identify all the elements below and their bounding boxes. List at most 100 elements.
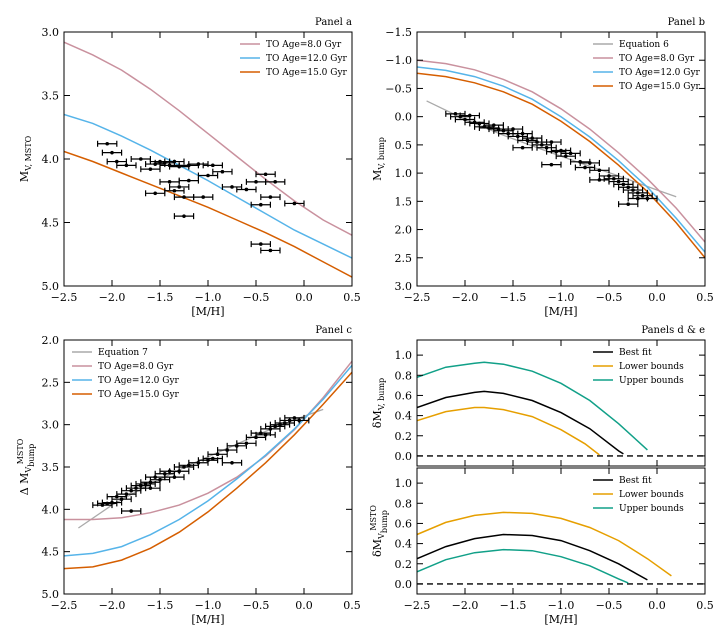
- panel-a-data-point: [212, 168, 233, 175]
- panel-b: −2.5 −2.0 −1.5 −1.0 −0.5 0.0 0.5 −1.5 −1.0 −0.5 0.…: [371, 17, 714, 318]
- panel-e-series-0-line: [417, 533, 648, 581]
- panel-c-data-point: [221, 459, 243, 466]
- panel-e-ytick-label: 1.0: [395, 477, 413, 490]
- panel-c-series-3-line: [64, 371, 352, 570]
- panel-a-data-point: [236, 186, 257, 193]
- panel-e-series-1-line: [417, 511, 672, 577]
- panel-c-data-point: [116, 491, 137, 498]
- panel-c-data-point: [140, 485, 161, 492]
- panel-c-xlabel: [M/H]: [191, 613, 224, 626]
- panel-b-data-point: [459, 112, 480, 119]
- panel-b-xtick-label: −0.5: [596, 291, 623, 304]
- panel-e-ytick-label: 0.2: [395, 558, 413, 571]
- panel-a-series-1-line: [64, 113, 352, 259]
- panel-b-data-point: [541, 139, 562, 146]
- panel-b-xtick-label: 0.5: [696, 291, 714, 304]
- panel-a-data-point: [169, 183, 190, 190]
- panel-c-data-point: [96, 500, 118, 507]
- panel-d-legend: Best fit Lower bounds Upper bounds: [593, 348, 684, 386]
- panel-c-title: Panel c: [315, 325, 352, 336]
- panel-a-ytick-label: 5.0: [42, 280, 60, 293]
- panel-b-ytick-label: 2.5: [395, 252, 413, 265]
- panel-c-xtick-label: 0.0: [295, 599, 313, 612]
- panel-a-data-point: [260, 247, 281, 254]
- panel-c-xtick-label: −1.0: [195, 599, 222, 612]
- panel-e-xtick-label: −2.5: [404, 599, 431, 612]
- panel-d-series-0-line: [417, 390, 624, 455]
- panel-e-legend-label: Best fit: [619, 476, 652, 486]
- panel-a-data-point: [164, 187, 185, 194]
- panel-e-legend-label: Upper bounds: [619, 504, 684, 514]
- panel-e-frame: [416, 467, 706, 595]
- panel-b-legend-label: TO Age=8.0 Gyr: [619, 54, 695, 64]
- panel-a-legend-label: TO Age=8.0 Gyr: [266, 40, 342, 50]
- panel-a-data-point: [130, 156, 151, 162]
- panel-a-data-point: [96, 140, 118, 147]
- panel-c-data-point: [207, 451, 228, 458]
- panel-a-data-point: [250, 241, 271, 248]
- panel-b-data-point: [622, 187, 644, 194]
- panel-c-ylabel: Δ MV MSTO bump: [16, 438, 36, 495]
- panel-c-legend: Equation 7 TO Age=8.0 Gyr TO Age=12.0 Gyr T…: [72, 348, 180, 400]
- panel-c-ytick-label: 4.5: [42, 546, 60, 559]
- panel-c-data-point: [265, 423, 286, 430]
- panel-b-xtick-label: −1.5: [500, 291, 527, 304]
- panel-e-series-2-line: [417, 548, 629, 584]
- panel-b-data-point: [507, 133, 529, 140]
- panel-c-ytick-label: 3.0: [42, 419, 60, 432]
- panel-a-data-point: [101, 149, 123, 156]
- panel-b-legend-label: Equation 6: [619, 40, 669, 50]
- panel-c-data-point: [269, 421, 291, 428]
- panel-c-xtick-label: −2.5: [51, 599, 78, 612]
- panel-b-ytick-label: −0.5: [385, 82, 412, 95]
- panel-d-ytick-label: 1.0: [395, 349, 413, 362]
- panel-c: −2.5 −2.0 −1.5 −1.0 −0.5 0.0 0.5 2.0 2.5 3.0 3.5 4.…: [16, 325, 361, 626]
- panel-a-xtick-label: −0.5: [243, 291, 270, 304]
- panel-d-series-1-line: [417, 406, 600, 456]
- panel-c-data-point: [236, 440, 257, 447]
- panel-b-xtick-label: 0.0: [648, 291, 666, 304]
- panel-a-ytick-label: 4.0: [42, 153, 60, 166]
- panel-b-data-point: [603, 175, 625, 182]
- panel-c-ytick-label: 4.0: [42, 503, 60, 516]
- panel-d: 0.0 0.2 0.4 0.6 0.8 1.0 Panels d & e δMV, bump B…: [371, 325, 706, 467]
- panel-b-plot-area: [417, 59, 705, 259]
- panel-c-data-point: [164, 474, 185, 481]
- panel-b-ytick-label: 2.0: [395, 224, 413, 237]
- panel-a-xtick-label: −1.0: [195, 291, 222, 304]
- panel-a-data-point: [173, 194, 195, 201]
- panel-c-data-point: [274, 419, 295, 426]
- panel-a-ytick-label: 3.5: [42, 90, 60, 103]
- panel-a-xtick-label: −1.5: [147, 291, 174, 304]
- panel-b-legend-label: TO Age=12.0 Gyr: [619, 68, 701, 78]
- panel-b-data-point: [579, 159, 601, 166]
- panel-c-xtick-label: 0.5: [343, 599, 361, 612]
- panel-a-ytick-label: 3.0: [42, 26, 60, 39]
- panel-c-ytick-label: 3.5: [42, 461, 60, 474]
- panel-a-data-point: [106, 158, 128, 165]
- panel-d-plot-area: [417, 361, 648, 456]
- panel-b-xlabel: [M/H]: [544, 305, 577, 318]
- panel-b-series-2-line: [417, 66, 705, 253]
- panel-e-ytick-label: 0.6: [395, 517, 413, 530]
- panel-c-data-point: [169, 468, 190, 475]
- panel-b-data-point: [512, 130, 533, 137]
- panel-d-frame: [416, 339, 706, 467]
- panel-c-data-point: [255, 431, 276, 438]
- panel-e-xtick-label: 0.5: [696, 599, 714, 612]
- panel-e-legend: Best fit Lower bounds Upper bounds: [593, 476, 684, 514]
- panel-b-ytick-label: 0.0: [395, 111, 413, 124]
- panel-d-ytick-label: 0.8: [395, 369, 413, 382]
- panel-a-xlabel: [M/H]: [191, 305, 224, 318]
- panel-b-series-3-line: [417, 72, 705, 259]
- panel-e-plot-area: [417, 511, 672, 584]
- panel-b-series-1-line: [417, 59, 705, 243]
- panel-d-ytick-label: 0.6: [395, 389, 413, 402]
- panel-d-ytick-label: 0.2: [395, 430, 413, 443]
- panel-c-xtick-label: −0.5: [243, 599, 270, 612]
- panel-c-plot-area: [64, 360, 352, 570]
- panel-a-series-2-line: [64, 150, 352, 278]
- panel-a-ylabel: MV, MSTO: [18, 135, 33, 182]
- panel-a-xtick-label: 0.5: [343, 291, 361, 304]
